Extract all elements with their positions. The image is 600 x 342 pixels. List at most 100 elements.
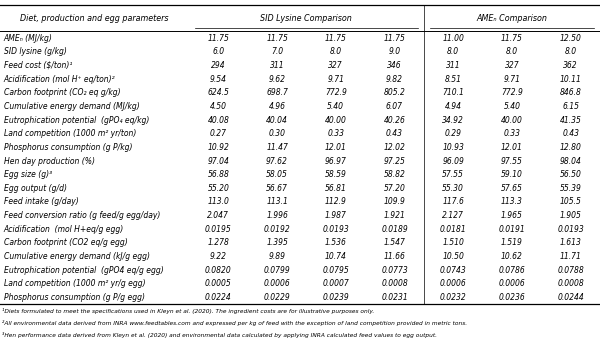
Text: 12.01: 12.01: [325, 143, 347, 152]
Text: Eutrophication potential  (gPO4 eq/g egg): Eutrophication potential (gPO4 eq/g egg): [4, 266, 163, 275]
Text: 624.5: 624.5: [208, 88, 229, 97]
Text: 58.05: 58.05: [266, 170, 288, 179]
Text: 0.0006: 0.0006: [440, 279, 467, 288]
Text: 10.62: 10.62: [501, 252, 523, 261]
Text: 0.0773: 0.0773: [381, 266, 408, 275]
Text: 0.0788: 0.0788: [557, 266, 584, 275]
Text: 10.50: 10.50: [442, 252, 464, 261]
Text: 327: 327: [328, 61, 343, 70]
Text: 12.80: 12.80: [560, 143, 581, 152]
Text: Feed cost ($/ton)¹: Feed cost ($/ton)¹: [4, 61, 72, 70]
Text: 55.30: 55.30: [442, 184, 464, 193]
Text: 0.0008: 0.0008: [381, 279, 408, 288]
Text: 2.127: 2.127: [442, 211, 464, 220]
Text: 10.92: 10.92: [208, 143, 229, 152]
Text: 56.50: 56.50: [560, 170, 581, 179]
Text: 0.0232: 0.0232: [440, 293, 467, 302]
Text: 327: 327: [505, 61, 519, 70]
Text: 311: 311: [270, 61, 284, 70]
Text: Hen day production (%): Hen day production (%): [4, 157, 95, 166]
Text: 362: 362: [563, 61, 578, 70]
Text: 0.0224: 0.0224: [205, 293, 232, 302]
Text: SID lysine (g/kg): SID lysine (g/kg): [4, 47, 67, 56]
Text: 109.9: 109.9: [383, 197, 406, 207]
Text: 0.27: 0.27: [210, 129, 227, 138]
Text: 113.1: 113.1: [266, 197, 288, 207]
Text: 58.59: 58.59: [325, 170, 347, 179]
Text: 9.54: 9.54: [210, 75, 227, 84]
Text: 11.75: 11.75: [266, 34, 288, 43]
Text: AMEₙ Comparison: AMEₙ Comparison: [476, 14, 547, 23]
Text: 0.0005: 0.0005: [205, 279, 232, 288]
Text: Cumulative energy demand (kJ/g egg): Cumulative energy demand (kJ/g egg): [4, 252, 149, 261]
Text: 1.987: 1.987: [325, 211, 347, 220]
Text: 8.0: 8.0: [506, 47, 518, 56]
Text: AMEₙ (MJ/kg): AMEₙ (MJ/kg): [4, 34, 52, 43]
Text: 346: 346: [387, 61, 402, 70]
Text: 1.905: 1.905: [560, 211, 581, 220]
Text: 96.09: 96.09: [442, 157, 464, 166]
Text: ³Hen performance data derived from Kleyn et al. (2020) and environmental data ca: ³Hen performance data derived from Kleyn…: [2, 332, 437, 338]
Text: 56.67: 56.67: [266, 184, 288, 193]
Text: 710.1: 710.1: [442, 88, 464, 97]
Text: 55.20: 55.20: [208, 184, 229, 193]
Text: 9.89: 9.89: [269, 252, 286, 261]
Text: 0.0795: 0.0795: [322, 266, 349, 275]
Text: Phosphorus consumption (g P/g egg): Phosphorus consumption (g P/g egg): [4, 293, 145, 302]
Text: 40.08: 40.08: [208, 116, 229, 124]
Text: 0.0236: 0.0236: [499, 293, 526, 302]
Text: 40.26: 40.26: [383, 116, 406, 124]
Text: 7.0: 7.0: [271, 47, 283, 56]
Text: 97.25: 97.25: [383, 157, 406, 166]
Text: 0.0229: 0.0229: [263, 293, 290, 302]
Text: 11.47: 11.47: [266, 143, 288, 152]
Text: 0.0239: 0.0239: [322, 293, 349, 302]
Text: 0.0006: 0.0006: [263, 279, 290, 288]
Text: 1.996: 1.996: [266, 211, 288, 220]
Text: 56.88: 56.88: [208, 170, 229, 179]
Text: 1.613: 1.613: [560, 238, 581, 248]
Text: Carbon footprint (CO2 eq/g egg): Carbon footprint (CO2 eq/g egg): [4, 238, 127, 248]
Text: 4.50: 4.50: [210, 102, 227, 111]
Text: 846.8: 846.8: [560, 88, 581, 97]
Text: 59.10: 59.10: [501, 170, 523, 179]
Text: 113.0: 113.0: [208, 197, 229, 207]
Text: 1.536: 1.536: [325, 238, 347, 248]
Text: ¹Diets formulated to meet the specifications used in Kleyn et al. (2020). The in: ¹Diets formulated to meet the specificat…: [2, 308, 374, 314]
Text: 9.22: 9.22: [210, 252, 227, 261]
Text: 11.71: 11.71: [560, 252, 581, 261]
Text: Egg output (g/d): Egg output (g/d): [4, 184, 67, 193]
Text: 9.62: 9.62: [269, 75, 286, 84]
Text: 1.965: 1.965: [501, 211, 523, 220]
Text: Land competition (1000 m² yr/g egg): Land competition (1000 m² yr/g egg): [4, 279, 145, 288]
Text: Egg size (g)³: Egg size (g)³: [4, 170, 52, 179]
Text: 1.547: 1.547: [383, 238, 406, 248]
Text: Acidification  (mol H+eq/g egg): Acidification (mol H+eq/g egg): [4, 225, 124, 234]
Text: 805.2: 805.2: [383, 88, 406, 97]
Text: 40.04: 40.04: [266, 116, 288, 124]
Text: 0.33: 0.33: [327, 129, 344, 138]
Text: 12.02: 12.02: [383, 143, 406, 152]
Text: 311: 311: [446, 61, 461, 70]
Text: 56.81: 56.81: [325, 184, 347, 193]
Text: 0.30: 0.30: [269, 129, 286, 138]
Text: 0.43: 0.43: [562, 129, 579, 138]
Text: Feed conversion ratio (g feed/g egg/day): Feed conversion ratio (g feed/g egg/day): [4, 211, 160, 220]
Text: 12.01: 12.01: [501, 143, 523, 152]
Text: Feed intake (g/day): Feed intake (g/day): [4, 197, 79, 207]
Text: 97.04: 97.04: [208, 157, 229, 166]
Text: 41.35: 41.35: [560, 116, 581, 124]
Text: 11.75: 11.75: [501, 34, 523, 43]
Text: 772.9: 772.9: [325, 88, 347, 97]
Text: 0.0193: 0.0193: [557, 225, 584, 234]
Text: 1.278: 1.278: [208, 238, 229, 248]
Text: 772.9: 772.9: [501, 88, 523, 97]
Text: 97.62: 97.62: [266, 157, 288, 166]
Text: 0.0786: 0.0786: [499, 266, 526, 275]
Text: 0.0193: 0.0193: [322, 225, 349, 234]
Text: 698.7: 698.7: [266, 88, 288, 97]
Text: 6.0: 6.0: [212, 47, 224, 56]
Text: 40.00: 40.00: [325, 116, 347, 124]
Text: 1.921: 1.921: [383, 211, 406, 220]
Text: 4.94: 4.94: [445, 102, 462, 111]
